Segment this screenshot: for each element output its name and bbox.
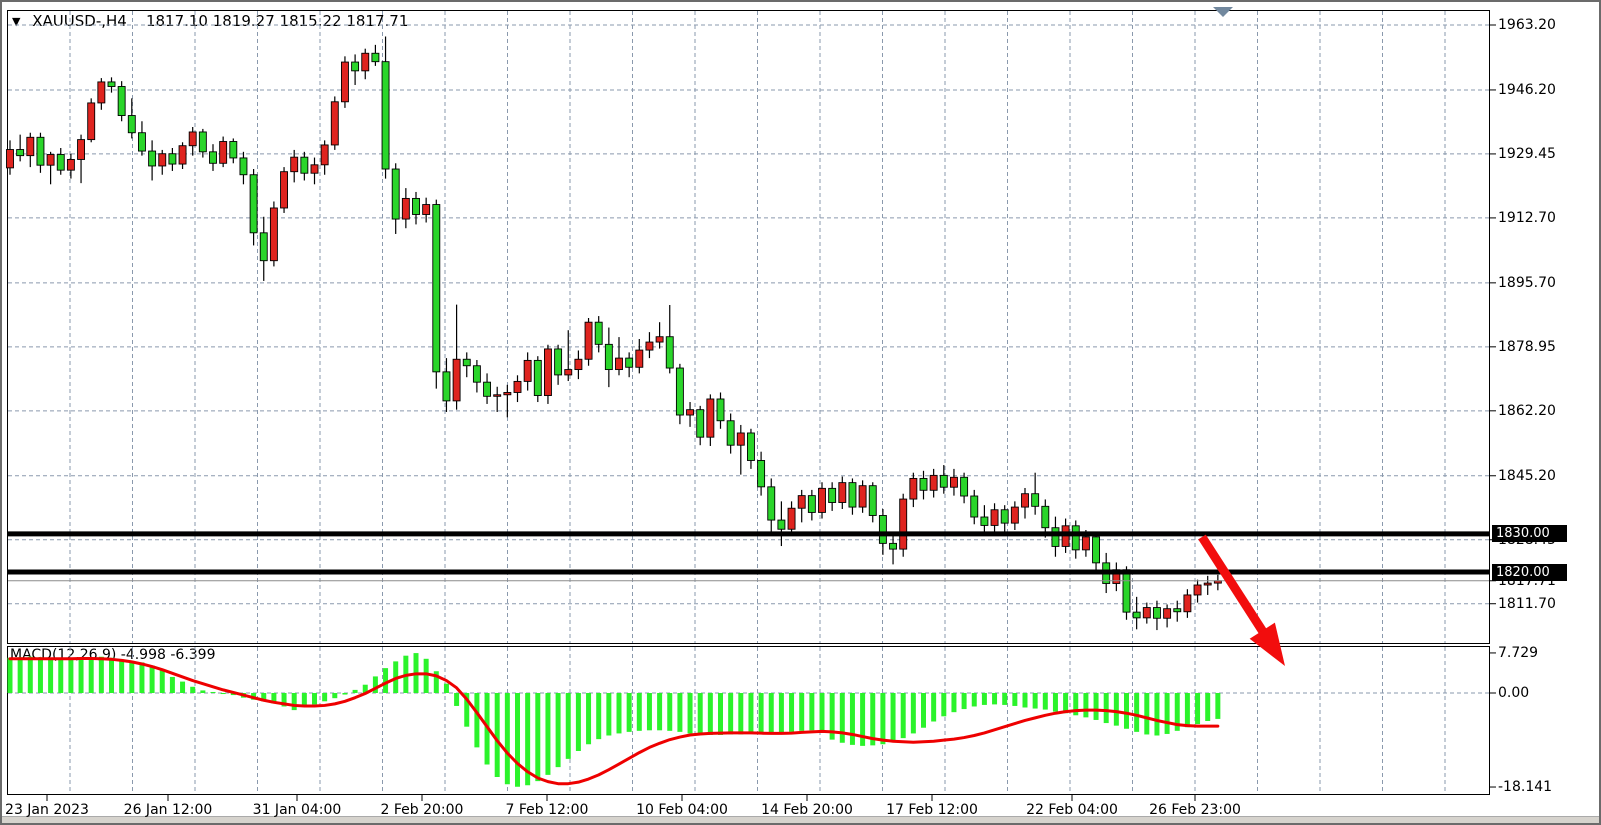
pane-borders (7, 10, 1490, 795)
time-axis-label: 10 Feb 04:00 (636, 802, 728, 818)
price-axis-label: 1929.45 (1498, 145, 1556, 162)
resistance-line-price-badge: 1830.00 (1492, 525, 1567, 543)
time-axis-label: 2 Feb 20:00 (380, 802, 464, 818)
symbol-dropdown-triangle-icon: ▼ (12, 15, 21, 28)
candles-series (6, 36, 1222, 631)
price-axis-label: 1895.70 (1498, 274, 1556, 291)
macd-signal-line (8, 657, 1220, 786)
price-axis-label: 1963.20 (1498, 17, 1556, 33)
chart-title-ohlc: 1817.10 1819.27 1815.22 1817.71 (145, 12, 409, 30)
chart-shift-marker-icon[interactable] (1213, 7, 1233, 17)
time-axis-label: 7 Feb 12:00 (505, 802, 589, 818)
price-axis-label: 1912.70 (1498, 209, 1556, 226)
time-axis-label: 22 Feb 04:00 (1026, 802, 1118, 818)
support-line-price-badge: 1820.00 (1492, 563, 1567, 581)
grid-lines (8, 11, 1489, 794)
price-axis-label: 1878.95 (1498, 338, 1556, 355)
price-axis-label: 1862.20 (1498, 402, 1556, 419)
price-axis-label: 1845.20 (1498, 467, 1556, 484)
trend-arrow[interactable] (1198, 534, 1285, 666)
price-axis-label: 1811.70 (1498, 595, 1556, 612)
time-axis-label: 14 Feb 20:00 (761, 802, 853, 818)
price-axis-label: 1946.20 (1498, 81, 1556, 98)
macd-axis-label: 0.00 (1498, 685, 1530, 701)
macd-histogram (7, 653, 1221, 787)
time-axis-label: 23 Jan 2023 (5, 802, 89, 818)
macd-axis-label: -18.141 (1498, 779, 1553, 796)
time-axis-label: 17 Feb 12:00 (886, 802, 978, 818)
time-axis-label: 31 Jan 04:00 (252, 802, 342, 818)
macd-axis-label: 7.729 (1498, 644, 1539, 661)
macd-indicator-label: MACD(12,26,9) -4.998 -6.399 (10, 647, 216, 663)
axis-tick-marks (46, 24, 1496, 801)
time-axis-label: 26 Feb 23:00 (1149, 802, 1241, 818)
window-bottom-edge (2, 816, 1599, 823)
chart-title-symbol: XAUUSD-,H4 (32, 12, 127, 30)
chart-title: ▼ XAUUSD-,H4 1817.10 1819.27 1815.22 181… (12, 12, 408, 30)
time-axis-label: 26 Jan 12:00 (123, 802, 213, 818)
